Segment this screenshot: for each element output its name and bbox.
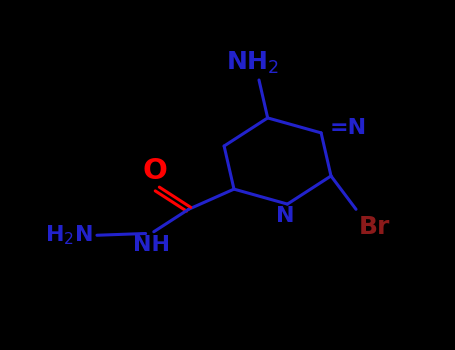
Text: =N: =N <box>329 118 366 138</box>
Text: NH$_2$: NH$_2$ <box>226 50 278 76</box>
Text: N: N <box>276 206 294 226</box>
Text: H$_2$N: H$_2$N <box>45 223 92 247</box>
Text: O: O <box>142 157 167 185</box>
Text: NH: NH <box>133 234 170 254</box>
Text: Br: Br <box>358 215 389 239</box>
